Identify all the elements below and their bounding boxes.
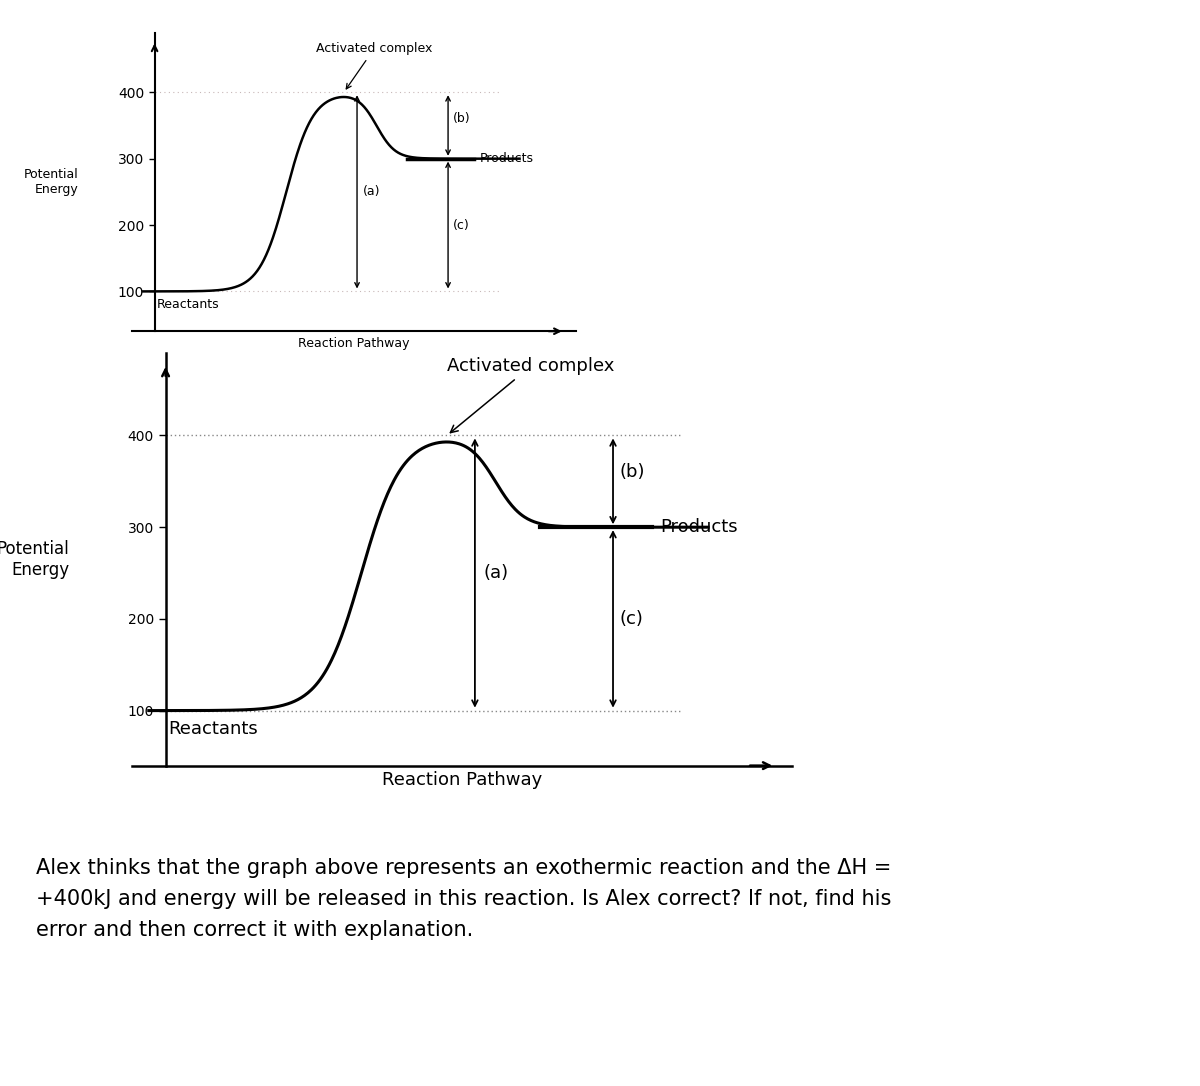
Text: Activated complex: Activated complex [316,42,432,89]
X-axis label: Reaction Pathway: Reaction Pathway [299,337,409,350]
Text: (c): (c) [452,218,469,231]
Text: Products: Products [660,518,738,536]
Text: Reactants: Reactants [156,298,220,311]
Text: (b): (b) [452,112,470,125]
X-axis label: Reaction Pathway: Reaction Pathway [382,771,542,790]
Text: (a): (a) [362,186,380,199]
Text: (c): (c) [619,610,643,628]
Y-axis label: Potential
Energy: Potential Energy [0,540,70,579]
Text: Products: Products [480,152,534,165]
Text: (b): (b) [619,463,646,481]
Text: (a): (a) [484,564,509,582]
Text: Activated complex: Activated complex [448,357,614,432]
Text: Alex thinks that the graph above represents an exothermic reaction and the ΔH =
: Alex thinks that the graph above represe… [36,858,892,940]
Text: Reactants: Reactants [168,720,258,737]
Y-axis label: Potential
Energy: Potential Energy [24,168,79,195]
